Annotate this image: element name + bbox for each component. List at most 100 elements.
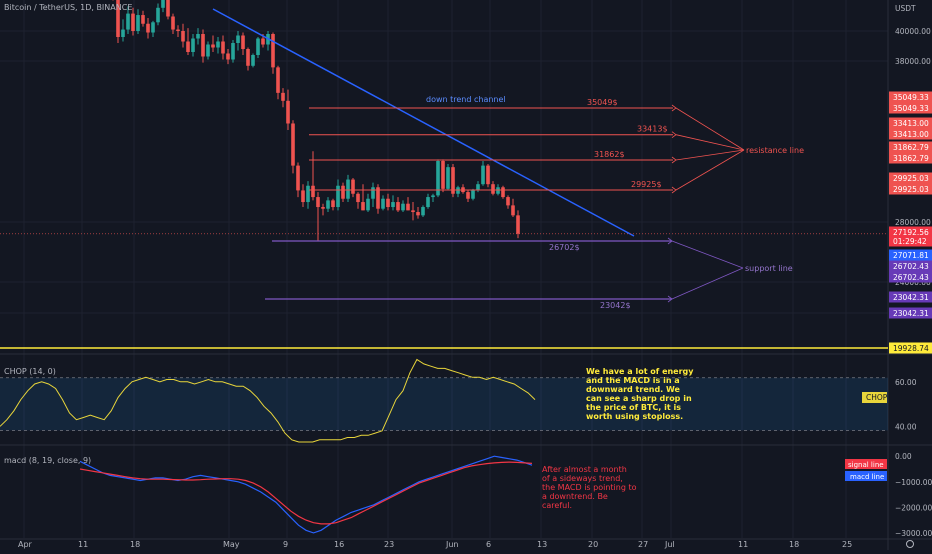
time-axis-tick: 20 — [588, 540, 598, 549]
candle-body — [361, 202, 365, 211]
candle-body — [356, 193, 360, 203]
candle-body — [191, 38, 195, 52]
candle-body — [351, 179, 355, 194]
resistance-price-label: 31862$ — [594, 150, 625, 159]
price-axis-tick: 40000.00 — [895, 27, 931, 36]
macd-line-tag-bg — [845, 471, 887, 481]
candle-body — [311, 185, 315, 198]
candle-body — [451, 167, 455, 194]
chop-axis-tick: 40.00 — [895, 422, 917, 431]
candle-body — [126, 13, 130, 30]
time-axis-tick: 23 — [384, 540, 394, 549]
candle-body — [391, 202, 395, 208]
candle-body — [226, 53, 230, 60]
price-tag-bg — [889, 128, 932, 140]
candle-body — [196, 34, 200, 39]
price-tag-bg — [889, 91, 932, 103]
candle-body — [131, 13, 135, 31]
price-tag-bg — [889, 141, 932, 153]
price-tag-bg — [889, 152, 932, 164]
time-axis-tick: 13 — [537, 540, 547, 549]
price-tag-bg — [889, 183, 932, 195]
candle-body — [251, 55, 255, 66]
chop-tag-label: CHOP — [866, 393, 888, 402]
macd-legend: macd (8, 19, close, 9) — [4, 456, 92, 465]
time-axis-tick: 11 — [738, 540, 748, 549]
time-axis-tick: Jul — [664, 540, 675, 549]
price-tag-label: 23042.31 — [893, 293, 929, 302]
candle-body — [151, 22, 155, 33]
symbol-title: Bitcoin / TetherUS, 1D, BINANCE — [4, 3, 133, 12]
candle-body — [281, 92, 285, 101]
price-tag-label: 33413.00 — [893, 130, 929, 139]
price-axis-unit: USDT — [895, 4, 916, 13]
price-tag-bg — [889, 307, 932, 319]
candle-body — [491, 184, 495, 194]
candle-body — [116, 0, 120, 37]
candle-body — [141, 15, 145, 24]
candle-body — [181, 31, 185, 42]
candle-body — [506, 197, 510, 206]
candle-body — [261, 38, 265, 45]
macd-axis-tick: 0.00 — [895, 452, 912, 461]
resistance-arrowhead — [671, 156, 677, 164]
candle-body — [411, 210, 415, 213]
macd-axis-tick: −2000.00 — [895, 503, 932, 512]
time-axis-tick: 9 — [283, 540, 288, 549]
candle-body — [441, 160, 445, 189]
support-price-label: 23042$ — [600, 301, 631, 310]
candle-body — [471, 190, 475, 199]
candle-body — [466, 192, 470, 199]
candle-body — [221, 41, 225, 54]
candle-body — [211, 44, 215, 48]
candle-body — [476, 184, 480, 191]
candle-body — [231, 43, 235, 60]
price-tag-label: 26702.43 — [893, 262, 929, 271]
price-tag-label: 26702.43 — [893, 273, 929, 282]
candle-body — [321, 207, 325, 209]
candle-body — [396, 202, 400, 211]
signal-line-tag-bg — [845, 459, 887, 469]
candle-body — [256, 38, 260, 55]
resistance-pointer — [675, 134, 745, 151]
yellow-tag-label: 19928.74 — [893, 344, 929, 353]
candle-body — [146, 23, 150, 33]
candle-body — [216, 41, 220, 48]
settings-gear-icon[interactable] — [906, 540, 914, 548]
macd-series-macd-line — [79, 455, 533, 534]
candle-body — [346, 179, 350, 199]
candle-body — [336, 185, 340, 208]
candle-body — [401, 203, 405, 211]
resistance-annotation: resistance line — [746, 146, 804, 155]
candle-body — [371, 187, 375, 199]
time-axis-tick: 27 — [638, 540, 648, 549]
chop-note: We have a lot of energy and the MACD is … — [586, 367, 694, 421]
price-tag-label: 01:29:42 — [893, 237, 927, 246]
price-axis-tick: 28000.00 — [895, 218, 931, 227]
candle-body — [271, 34, 275, 68]
candle-body — [316, 197, 320, 208]
price-tag-label: 23042.31 — [893, 309, 929, 318]
candle-body — [166, 0, 170, 17]
candle-body — [171, 16, 175, 30]
time-axis-tick: 16 — [334, 540, 344, 549]
resistance-pointer — [675, 149, 745, 161]
trend-channel-label: down trend channel — [426, 95, 506, 104]
candle-body — [511, 205, 515, 216]
price-tag-bg — [889, 271, 932, 283]
resistance-price-label: 33413$ — [637, 125, 668, 134]
candle-body — [296, 165, 300, 191]
candle-body — [406, 203, 410, 211]
candle-body — [306, 185, 310, 203]
price-tag-bg — [889, 235, 932, 247]
candle-body — [381, 198, 385, 209]
time-axis-tick: 18 — [789, 540, 799, 549]
candle-body — [416, 212, 420, 216]
time-axis-tick: 18 — [130, 540, 140, 549]
signal-line-tag-label: signal line — [848, 461, 884, 469]
price-axis-tick: 38000.00 — [895, 57, 931, 66]
candle-body — [516, 215, 520, 234]
candle-body — [436, 160, 440, 196]
